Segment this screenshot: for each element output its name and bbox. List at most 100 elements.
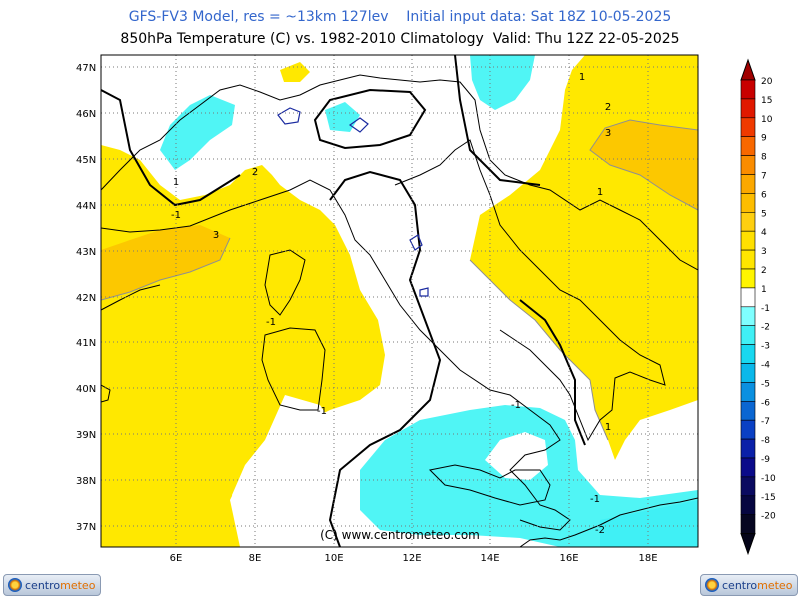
- contour-label: 1: [579, 72, 585, 83]
- colorbar-label: 3: [761, 247, 767, 257]
- colorbar-swatch: [740, 230, 756, 251]
- title-run-info: GFS-FV3 Model, res = ~13km 127lev Initia…: [128, 9, 672, 25]
- centrometeo-logo-right: centrometeo: [700, 574, 798, 596]
- colorbar-swatch: [740, 438, 756, 459]
- lat-label: 47N: [76, 63, 96, 74]
- lakes: [277, 107, 429, 297]
- colorbar-label: 8: [761, 153, 767, 163]
- colorbar-label: -5: [761, 379, 770, 389]
- title-field-info: 850hPa Temperature (C) vs. 1982-2010 Cli…: [120, 31, 680, 47]
- cold-anomaly-far-southeast: [600, 500, 698, 547]
- colorbar-label: -9: [761, 455, 770, 465]
- colorbar-swatch: [740, 476, 756, 497]
- colorbar-swatch: [740, 136, 756, 156]
- colorbar-swatch: [740, 363, 756, 383]
- centrometeo-emblem-icon: [8, 578, 22, 592]
- colorbar-label: 1: [761, 285, 767, 295]
- colorbar-label: 9: [761, 134, 767, 144]
- colorbar-label: -10: [761, 474, 776, 484]
- colorbar-label: 2: [761, 266, 767, 276]
- colorbar-swatch: [740, 155, 756, 175]
- colorbar-label: 15: [761, 96, 772, 106]
- colorbar-label: 20: [761, 77, 773, 87]
- contour-label: 2: [252, 167, 258, 178]
- contour-label: -1: [590, 494, 600, 505]
- colorbar-swatch: [740, 193, 756, 213]
- warm-core-west: [101, 225, 230, 300]
- colorbar-label: -8: [761, 436, 770, 446]
- colorbar-bottom-arrow: [740, 533, 756, 556]
- lon-label: 6E: [170, 553, 183, 564]
- lat-label: 44N: [76, 201, 96, 212]
- contour-label: -1: [511, 400, 521, 411]
- coastlines: [101, 74, 698, 547]
- colorbar-label: -3: [761, 342, 770, 352]
- white-hole-south: [485, 432, 548, 480]
- colorbar-label: -15: [761, 493, 776, 503]
- colorbar-swatch: [740, 382, 756, 402]
- logo-text: centro: [722, 578, 758, 592]
- colorbar-label: 7: [761, 172, 767, 182]
- colorbar-swatch: [740, 287, 756, 308]
- colorbar-swatch: [740, 268, 756, 289]
- contour-label: 3: [213, 230, 219, 241]
- contour-label: 1: [597, 187, 603, 198]
- colorbar: 20 15 10 9 8 7 6 5 4 3 2 1 -1 -2 -3 -4 -5 -6 -7 -8 -9 -10 -15 -…: [740, 58, 776, 556]
- colorbar-label: -6: [761, 398, 770, 408]
- contour-label: 1: [173, 177, 179, 188]
- lat-label: 41N: [76, 338, 96, 349]
- contour-label-group: 1 -1 2 3 -1 3 2 1 -1 1 -1 -1 -2 1: [171, 72, 611, 536]
- colorbar-swatch: [740, 98, 756, 119]
- colorbar-label: 4: [761, 228, 767, 238]
- contour-label: -2: [595, 525, 605, 536]
- contour-label: 2: [605, 102, 611, 113]
- cold-anomaly-north: [470, 55, 535, 110]
- lat-label: 39N: [76, 430, 96, 441]
- contour-label: -1: [171, 210, 181, 221]
- map-frame: [100, 54, 699, 548]
- lon-axis: 6E 8E 10E 12E 14E 16E 18E: [170, 553, 658, 564]
- warm-core-east: [590, 120, 698, 210]
- colorbar-swatch: [740, 249, 756, 270]
- colorbar-swatch: [740, 79, 756, 100]
- warm-patch-alps: [280, 62, 310, 82]
- cool-patch-sea: [232, 395, 330, 520]
- lon-label: 12E: [402, 553, 421, 564]
- lon-label: 18E: [638, 553, 657, 564]
- lat-label: 37N: [76, 522, 96, 533]
- colorbar-label: 5: [761, 209, 767, 219]
- watermark: (C) www.centrometeo.com: [320, 528, 480, 542]
- centrometeo-emblem-icon: [705, 578, 719, 592]
- lat-label: 42N: [76, 293, 96, 304]
- contour-label: -1: [317, 406, 327, 417]
- colorbar-label: 10: [761, 115, 773, 125]
- colorbar-swatch: [740, 495, 756, 515]
- contour-label: 3: [605, 128, 611, 139]
- logo-text: meteo: [60, 578, 96, 592]
- lat-axis: 47N 46N 45N 44N 43N 42N 41N 40N 39N 38N …: [76, 63, 96, 533]
- lat-label: 38N: [76, 476, 96, 487]
- colorbar-swatch: [740, 325, 756, 345]
- lon-label: 16E: [559, 553, 578, 564]
- cold-anomaly-alps-west: [160, 95, 235, 170]
- colorbar-swatch: [740, 400, 756, 421]
- map-area: 1 -1 2 3 -1 3 2 1 -1 1 -1 -1 -2 1 (C) ww…: [101, 55, 698, 547]
- centrometeo-logo-left: centrometeo: [3, 574, 101, 596]
- logo-text: centro: [25, 578, 61, 592]
- colorbar-label: -2: [761, 323, 770, 333]
- lat-label: 40N: [76, 384, 96, 395]
- colorbar-label: -7: [761, 417, 770, 427]
- logo-text: meteo: [757, 578, 793, 592]
- colorbar-swatch: [740, 174, 756, 194]
- lat-label: 43N: [76, 247, 96, 258]
- colorbar-swatch: [740, 212, 756, 232]
- lon-label: 8E: [249, 553, 262, 564]
- colorbar-top-arrow: [740, 58, 756, 81]
- colorbar-label: -20: [761, 512, 776, 522]
- lon-label: 14E: [480, 553, 499, 564]
- colorbar-swatch: [740, 306, 756, 326]
- contour-label: 1: [605, 422, 611, 433]
- colorbar-swatch: [740, 419, 756, 440]
- colorbar-label: -4: [761, 361, 770, 371]
